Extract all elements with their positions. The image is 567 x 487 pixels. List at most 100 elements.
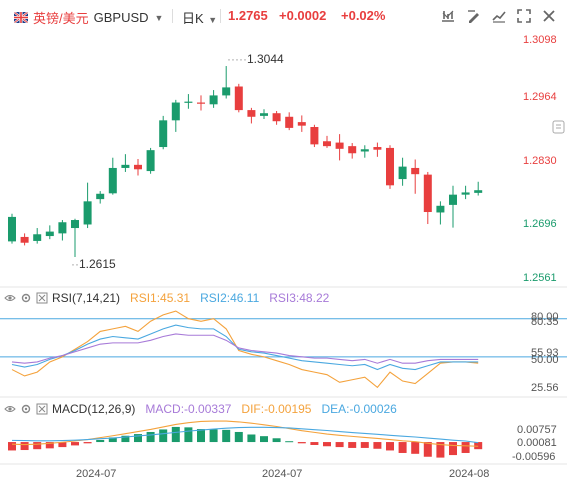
close-icon[interactable] [541,8,557,24]
uk-flag-icon [14,12,28,23]
macd-bar [20,442,29,451]
macd-bar [159,429,168,443]
draw-tool-icon[interactable] [466,8,482,24]
macd-bar [222,429,231,443]
high-value: 1.3044 [246,52,284,66]
pair-code: GBPUSD [93,10,149,25]
chart-options-icon[interactable] [552,120,565,134]
macd-bar [272,438,281,443]
divider [172,9,173,23]
price-axis-label: 1.2696 [523,218,557,230]
macd-bar [386,442,394,451]
macd-bar [71,442,79,446]
close-panel-icon[interactable] [36,403,48,415]
macd-bar [436,442,445,458]
macd-bar [323,442,331,447]
fullscreen-icon[interactable] [516,8,532,24]
macd-bar [197,429,205,443]
macd-bar [260,436,268,443]
macd-bar [45,442,54,449]
candle-body [323,141,331,147]
time-axis-label: 2024-08 [449,468,490,480]
indicator-settings-icon[interactable] [440,8,456,24]
time-axis-label: 2024-07 [262,468,303,480]
compare-icon[interactable] [491,8,507,24]
rsi-axis-label: 80.00 [531,311,559,323]
macd-bar [33,442,42,450]
visibility-eye-icon[interactable] [4,403,16,415]
macd-bar [297,442,306,444]
macd-bar [348,442,357,448]
price-axis-label: 1.2830 [523,155,557,167]
macd-bar [247,434,256,443]
candle-body [83,201,92,225]
rsi-axis-label: 80.35 [531,316,559,328]
macd-bar [8,442,16,451]
candle-body [33,234,42,241]
close-panel-icon[interactable] [36,292,48,304]
candle-body [146,150,155,172]
candle-body [423,174,432,213]
rsi-axis-label: 50.00 [531,354,559,366]
dropdown-caret-icon: ▼ [208,15,218,25]
macd-bar [310,442,319,445]
candle-body [247,110,256,117]
macd-bar [121,435,130,443]
price-change-pct: +0.02% [341,8,386,23]
pair-name-cn: 英镑/美元 [33,11,89,26]
rsi-title: RSI(7,14,21) [52,291,121,305]
candle-body [449,194,457,205]
low-value: 1.2615 [79,257,116,271]
macd-bar [474,442,483,450]
candle-body [398,166,407,180]
candle-body [461,192,470,195]
candle-body [272,113,281,122]
rsi-line-rsi1 [11,310,479,389]
dea-value: DEA:-0.00026 [321,402,397,416]
candle-body [234,86,243,111]
period-label: 日K [182,11,204,26]
top-toolbar: 英镑/美元 GBPUSD ▼ 日K ▼ 1.2765 +0.0002 +0.02… [0,0,567,32]
candle-body [134,164,142,170]
candle-body [386,147,394,186]
rsi2-value: RSI2:46.11 [200,291,260,305]
time-axis-label: 2024-07 [76,468,117,480]
macd-bar [398,442,407,453]
candle-body [71,220,79,229]
macd-bar [411,442,420,454]
rsi-axis-label: 55.93 [531,347,559,359]
divider [220,9,221,23]
macd-header: MACD(12,26,9) MACD:-0.00337 DIF:-0.00195… [4,402,397,416]
macd-bar [360,442,369,448]
settings-gear-icon[interactable] [20,403,32,415]
candle-body [348,146,357,154]
high-annotation: ·····1.3044 [227,52,284,66]
candle-body [285,116,294,128]
settings-gear-icon[interactable] [20,292,32,304]
dropdown-caret-icon: ▼ [154,12,164,23]
period-selector[interactable]: 日K ▼ [182,8,217,27]
candle-body [474,190,483,193]
last-price: 1.2765 [228,8,268,23]
price-change: +0.0002 [279,8,327,23]
rsi3-value: RSI3:48.22 [269,291,330,305]
macd-bar [83,442,92,444]
rsi-header: RSI(7,14,21) RSI1:45.31 RSI2:46.11 RSI3:… [4,291,329,305]
visibility-eye-icon[interactable] [4,292,16,304]
macd-bar [171,426,180,443]
candle-body [222,87,231,96]
rsi-line-rsi3 [11,333,479,364]
macd-axis-label: 0.00081 [517,437,557,449]
symbol-selector[interactable]: 英镑/美元 GBPUSD ▼ [14,8,163,27]
macd-bar [234,431,243,443]
macd-bar [108,437,117,443]
macd-bar [96,439,105,443]
candle-body [159,120,168,148]
macd-bar [146,431,155,443]
macd-bar [184,427,193,443]
macd-bar [373,442,382,449]
candle-body [121,164,130,168]
rsi1-value: RSI1:45.31 [130,291,191,305]
macd-axis-label: 0.00757 [517,424,557,436]
